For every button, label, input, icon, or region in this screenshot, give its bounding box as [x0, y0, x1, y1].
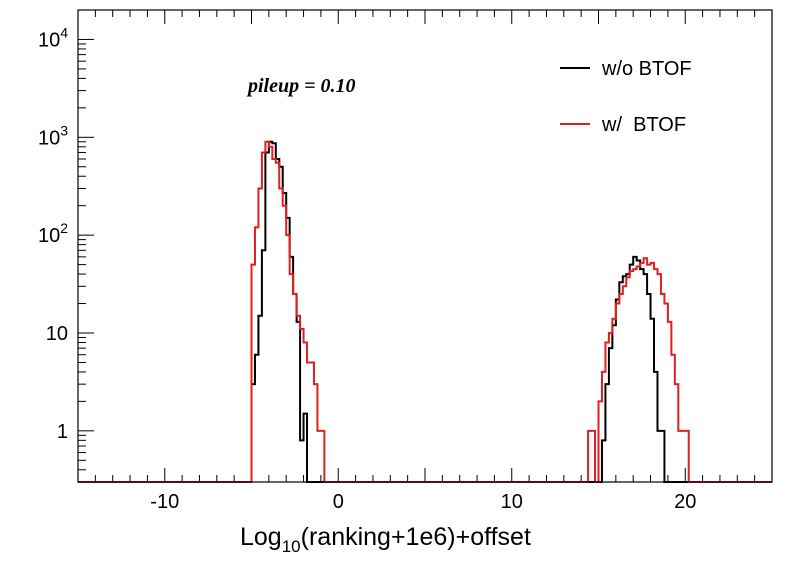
series-w-btof [78, 140, 772, 483]
y-tick-label: 10 [46, 323, 68, 345]
x-tick-label: 0 [333, 491, 344, 513]
x-tick-label: 10 [501, 491, 523, 513]
x-tick-label: -10 [150, 491, 179, 513]
series-layer [78, 140, 772, 483]
legend: w/o BTOF w/ BTOF [560, 58, 692, 136]
x-tick-label: 20 [674, 491, 696, 513]
x-tick-labels: -10 0 10 20 [150, 491, 696, 513]
y-tick-labels: 1 10 102 103 104 [38, 24, 68, 442]
y-tick-label: 104 [38, 24, 68, 51]
x-axis-title-subscript: 10 [282, 537, 301, 556]
y-tick-label: 103 [38, 122, 68, 149]
legend-label-wo-btof: w/o BTOF [601, 58, 692, 80]
x-axis-title: Log10(ranking+1e6)+offset [240, 523, 531, 556]
histogram-line [78, 140, 772, 483]
y-tick-label: 102 [38, 220, 68, 247]
y-tick-label: 1 [57, 421, 68, 443]
plot-frame [77, 9, 773, 483]
legend-label-w-btof: w/ BTOF [601, 114, 686, 136]
pileup-annotation: pileup = 0.10 [246, 75, 356, 97]
x-axis-title-rest: (ranking+1e6)+offset [301, 523, 531, 551]
axis-ticks [77, 9, 773, 483]
x-axis-title-base: Log [240, 523, 282, 551]
